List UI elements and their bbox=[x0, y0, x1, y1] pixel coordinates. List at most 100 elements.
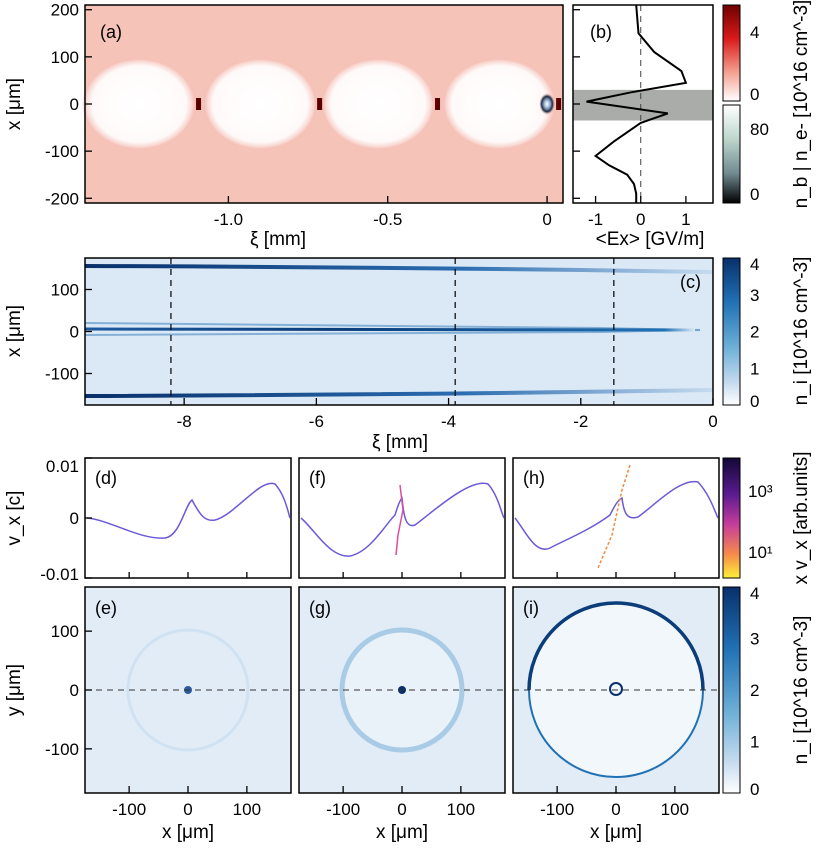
panel-c-xtick-4: 0 bbox=[708, 412, 717, 431]
colorbar-h bbox=[722, 457, 741, 579]
panel-a-ytick-2: 0 bbox=[70, 95, 79, 114]
colorbar-beam bbox=[722, 4, 741, 102]
panel-c-label: (c) bbox=[680, 272, 701, 292]
panel-f-label: (f) bbox=[309, 468, 326, 488]
panel-a-ylabel: x [μm] bbox=[4, 78, 25, 130]
panel-e-ytick-1: 0 bbox=[70, 681, 79, 700]
panel-c-lower-filament bbox=[84, 388, 714, 398]
colorbar-i-tick-3: 1 bbox=[750, 733, 759, 752]
panel-a-ytick-0: 200 bbox=[51, 1, 79, 20]
panel-g-xtick-1: 0 bbox=[397, 800, 406, 819]
panel-a-ytick-1: 100 bbox=[51, 48, 79, 67]
colorbar-h-tick-0: 10³ bbox=[748, 482, 773, 501]
panel-g-label: (g) bbox=[309, 598, 331, 618]
panel-h-phase-curve bbox=[514, 481, 719, 550]
panel-e-xtick-2: 100 bbox=[233, 800, 261, 819]
panel-c-ylabel: x [μm] bbox=[4, 305, 25, 357]
colorbar-c-tick-1: 3 bbox=[750, 286, 759, 305]
panel-i-xtick-1: 0 bbox=[611, 800, 620, 819]
panel-i-label: (i) bbox=[523, 598, 539, 618]
panels-vx: (d) (f) (h) 0.01 0 -0.01 v_x [c] 10³ 10¹ x… bbox=[4, 451, 812, 584]
panel-b-xtick-0: -1 bbox=[588, 210, 603, 229]
panel-c-xtick-2: -4 bbox=[441, 412, 456, 431]
panel-i-ring-upper bbox=[527, 601, 705, 691]
panel-h-ion-branch bbox=[597, 464, 631, 569]
panel-a-xtick-2: 0 bbox=[542, 210, 551, 229]
panel-e-ring bbox=[126, 628, 250, 752]
panel-d-frame bbox=[84, 457, 292, 579]
colorbar-electron bbox=[722, 104, 741, 204]
panel-a-ytick-4: -200 bbox=[45, 189, 79, 208]
panel-d-ytick-2: -0.01 bbox=[40, 565, 79, 584]
panel-d-label: (d) bbox=[95, 468, 117, 488]
panel-b-label: (b) bbox=[590, 22, 612, 42]
panel-i-xtick-0: -100 bbox=[540, 800, 574, 819]
panel-e-label: (e) bbox=[95, 598, 117, 618]
colorbar-beam-tick-0: 4 bbox=[750, 23, 759, 42]
panel-c-ytick-1: 0 bbox=[70, 323, 79, 342]
panel-a-label: (a) bbox=[100, 22, 122, 42]
bubble-2 bbox=[202, 57, 318, 151]
colorbar-top-label: n_b | n_e- [10^16 cm^-3] bbox=[791, 0, 812, 208]
colorbar-i-tick-4: 0 bbox=[750, 780, 759, 799]
panel-g-xlabel: x [μm] bbox=[376, 822, 428, 843]
panel-e-xlabel: x [μm] bbox=[162, 822, 214, 843]
colorbar-i-label: n_i [10^16 cm^-3] bbox=[791, 616, 812, 765]
panel-a-ytick-3: -100 bbox=[45, 142, 79, 161]
panel-a-xtick-0: -1.0 bbox=[214, 210, 243, 229]
panel-a-xtick-1: -0.5 bbox=[373, 210, 402, 229]
panel-c-xtick-0: -8 bbox=[177, 412, 192, 431]
panel-i-ring-lower bbox=[528, 689, 704, 778]
panel-c-xlabel: ξ [mm] bbox=[372, 432, 428, 453]
bubble-0 bbox=[441, 57, 557, 151]
panel-b-shaded-band bbox=[573, 89, 713, 121]
panel-i-xtick-2: 100 bbox=[661, 800, 689, 819]
panel-e-xtick-0: -100 bbox=[112, 800, 146, 819]
colorbar-c-tick-4: 0 bbox=[750, 392, 759, 411]
colorbar-i bbox=[722, 586, 741, 794]
panel-d-ytick-1: 0 bbox=[70, 509, 79, 528]
panel-a: (a) -1.0 -0.5 0 200 100 0 -100 -200 ξ [mm] x [μ… bbox=[4, 1, 564, 250]
colorbar-h-label: x v_x [arb.units] bbox=[791, 451, 812, 584]
panel-c-xtick-3: -2 bbox=[573, 412, 588, 431]
colorbar-top: 4 0 80 0 n_b | n_e- [10^16 cm^-3] bbox=[722, 0, 812, 208]
panel-a-xlabel: ξ [mm] bbox=[250, 229, 306, 250]
panel-c-upper-filament bbox=[84, 264, 714, 274]
panel-i-xlabel: x [μm] bbox=[590, 822, 642, 843]
panel-d-ytick-0: 0.01 bbox=[46, 457, 79, 476]
colorbar-electron-tick-1: 0 bbox=[750, 185, 759, 204]
panel-e-xtick-1: 0 bbox=[183, 800, 192, 819]
panel-d-phase-curve bbox=[86, 482, 291, 539]
panel-e-ytick-0: 100 bbox=[51, 622, 79, 641]
panel-b-ex-curve bbox=[586, 4, 688, 203]
colorbar-i-tick-0: 4 bbox=[750, 584, 759, 603]
panel-g-xtick-0: -100 bbox=[326, 800, 360, 819]
panel-c-core bbox=[84, 327, 696, 332]
drive-beam bbox=[539, 93, 556, 115]
panel-c-ytick-0: 100 bbox=[51, 281, 79, 300]
panel-b: (b) -1 0 1 <Ex> [GV/m] bbox=[572, 4, 714, 250]
colorbar-c-label: n_i [10^16 cm^-3] bbox=[791, 257, 812, 406]
panel-c: (c) -8 -6 -4 -2 0 100 0 -100 ξ [mm] x [μm] 4 3 2 1… bbox=[4, 255, 812, 453]
panel-e-ytick-2: -100 bbox=[45, 740, 79, 759]
colorbar-beam-tick-1: 0 bbox=[750, 85, 759, 104]
panel-h-label: (h) bbox=[523, 468, 545, 488]
panel-e-ylabel: y [μm] bbox=[4, 664, 25, 716]
panel-b-xlabel: <Ex> [GV/m] bbox=[596, 229, 705, 250]
bubble-3 bbox=[81, 57, 197, 151]
panel-c-xtick-1: -6 bbox=[309, 412, 324, 431]
colorbar-c bbox=[722, 257, 741, 406]
panel-c-ytick-2: -100 bbox=[45, 365, 79, 384]
panel-d-ylabel: v_x [c] bbox=[4, 491, 25, 546]
colorbar-electron-tick-0: 80 bbox=[750, 120, 769, 139]
colorbar-i-tick-2: 2 bbox=[750, 681, 759, 700]
panel-f-ion-branch bbox=[395, 484, 404, 556]
colorbar-c-tick-3: 1 bbox=[750, 359, 759, 378]
colorbar-i-tick-1: 3 bbox=[750, 630, 759, 649]
bubble-1 bbox=[320, 57, 436, 151]
colorbar-c-tick-0: 4 bbox=[750, 255, 759, 274]
colorbar-c-tick-2: 2 bbox=[750, 323, 759, 342]
panel-h-frame bbox=[512, 457, 720, 579]
